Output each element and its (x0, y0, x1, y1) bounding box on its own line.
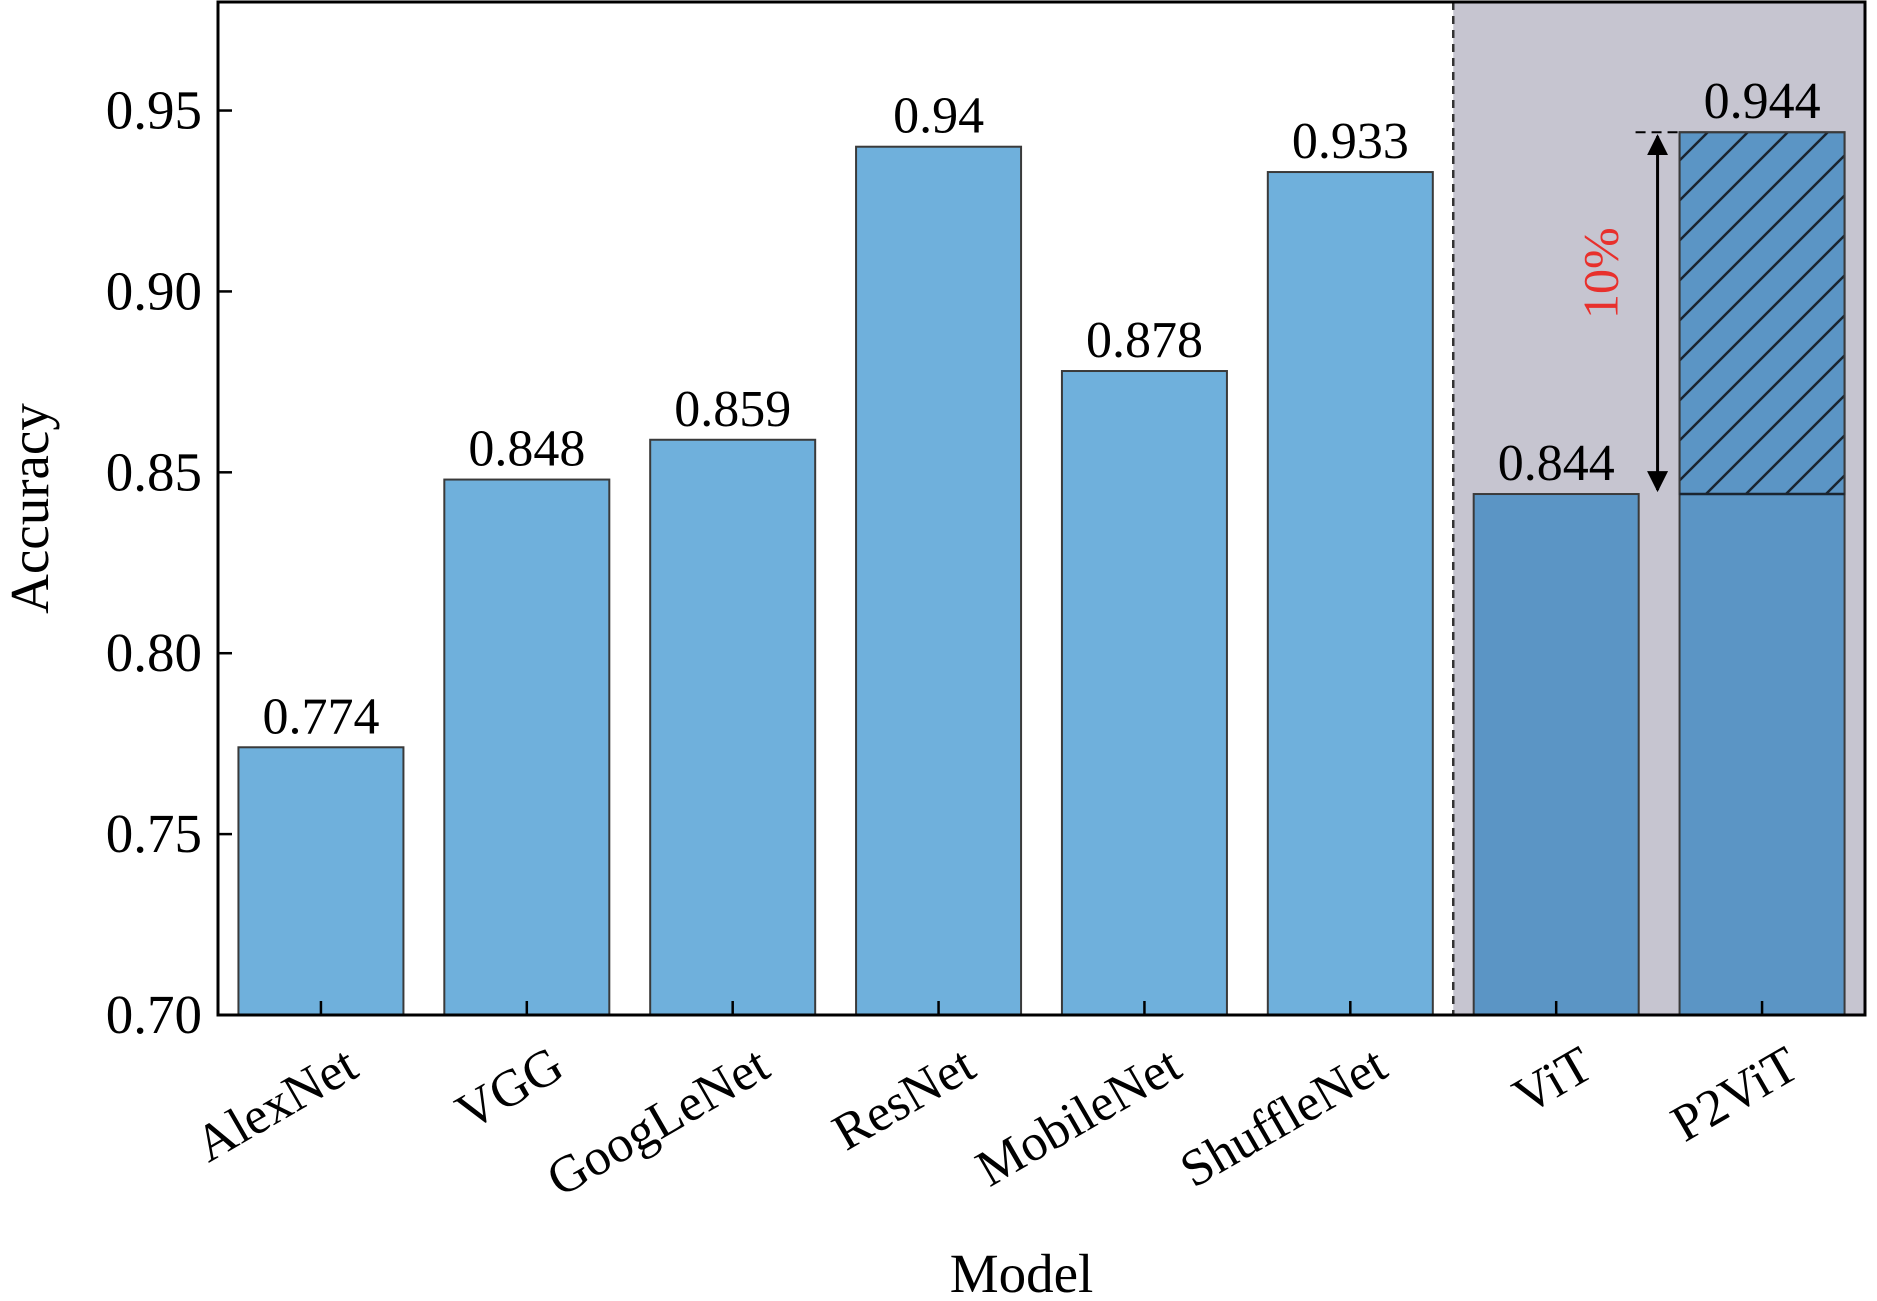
y-tick-label: 0.75 (106, 803, 202, 864)
data-label-vit: 0.844 (1498, 435, 1615, 492)
bars-group (237, 131, 1846, 1016)
data-labels-group: 0.774 0.848 0.859 0.94 0.878 0.933 0.844 0.944 (262, 73, 1820, 745)
bar-shufflenet (1266, 171, 1434, 1016)
x-tick-label-p2vit: P2ViT (1662, 1036, 1808, 1153)
plot-frame (216, 0, 1867, 1017)
y-tick-label: 0.85 (106, 441, 202, 502)
bar-vit (1472, 493, 1640, 1016)
x-tick-label-alexnet: AlexNet (186, 1036, 368, 1174)
data-label-resnet: 0.94 (893, 88, 984, 145)
y-tick-label: 0.70 (106, 984, 202, 1045)
bar-googlenet (649, 438, 817, 1016)
x-tick-label-resnet: ResNet (823, 1036, 985, 1162)
improvement-annotation: 10% (1573, 131, 1680, 493)
data-label-mobilenet: 0.878 (1086, 312, 1203, 369)
x-tick-label-vgg: VGG (447, 1036, 573, 1142)
annotation-label: 10% (1573, 227, 1629, 319)
y-tick-label: 0.80 (106, 622, 202, 683)
data-label-p2vit: 0.944 (1704, 73, 1821, 130)
bar-gain-hatch (1678, 131, 1846, 496)
bar-alexnet (237, 746, 405, 1016)
x-tick-label-vit: ViT (1504, 1036, 1602, 1126)
bar-vgg (443, 478, 611, 1016)
data-label-googlenet: 0.859 (674, 381, 791, 438)
x-tick-label-mobilenet: MobileNet (967, 1036, 1191, 1198)
y-axis-ticks: 0.70 0.75 0.80 0.85 0.90 0.95 (106, 80, 232, 1045)
y-axis-title: Accuracy (0, 403, 60, 614)
y-tick-label: 0.90 (106, 260, 202, 321)
x-axis-title: Model (950, 1243, 1094, 1301)
bar-resnet (855, 145, 1023, 1016)
x-tick-label-shufflenet: ShuffleNet (1171, 1036, 1397, 1199)
y-tick-label: 0.95 (106, 80, 202, 141)
x-tick-label-googlenet: GoogLeNet (538, 1036, 780, 1208)
data-label-alexnet: 0.774 (262, 688, 379, 745)
data-label-shufflenet: 0.933 (1292, 113, 1409, 170)
bar-mobilenet (1060, 370, 1228, 1016)
data-label-vgg: 0.848 (468, 421, 585, 478)
